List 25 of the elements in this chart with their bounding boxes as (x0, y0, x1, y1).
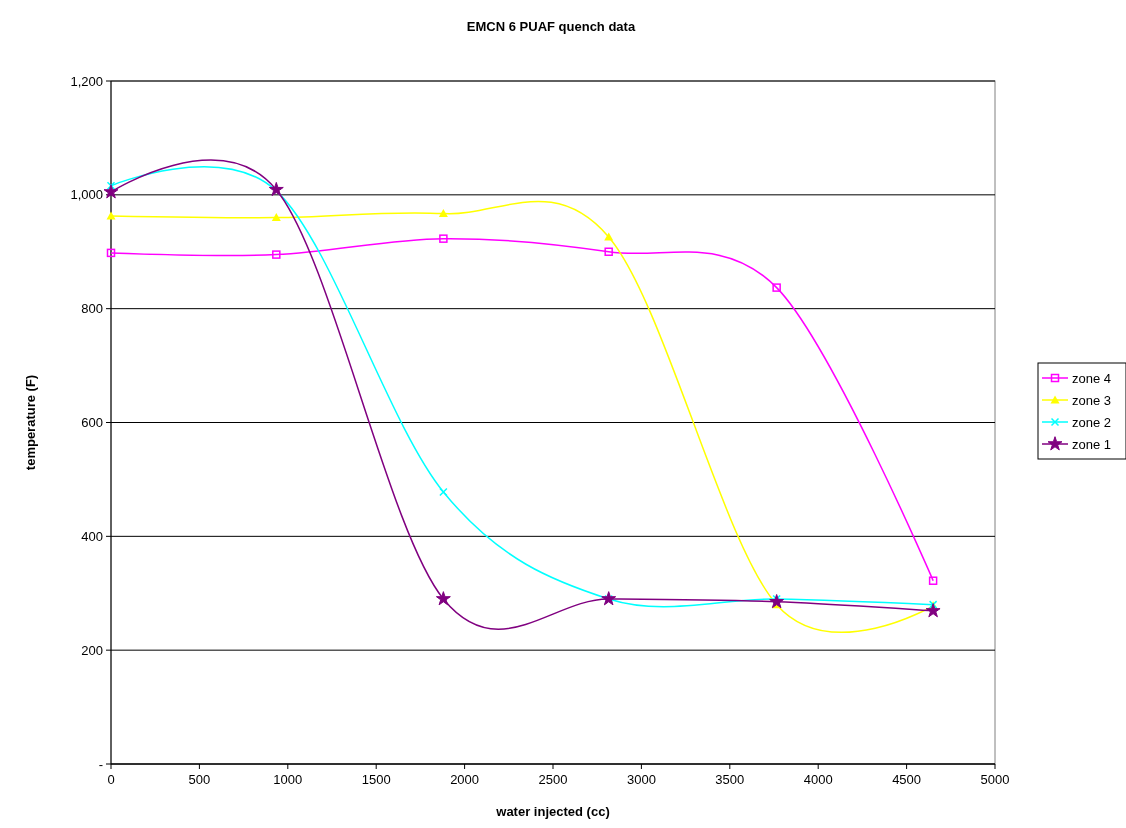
x-tick-label: 500 (188, 772, 211, 787)
legend-label: zone 4 (1072, 370, 1112, 386)
legend-label: zone 2 (1072, 414, 1112, 430)
x-tick-label: 0 (107, 772, 115, 787)
y-tick-label: 1,000 (70, 187, 103, 203)
x-tick-label: 4000 (803, 772, 833, 787)
y-tick-label: 800 (81, 301, 103, 317)
x-tick-label: 1500 (361, 772, 391, 787)
x-tick-label: 3000 (626, 772, 656, 787)
x-tick-label: 4500 (892, 772, 922, 787)
x-tick-label: 2500 (538, 772, 568, 787)
legend-label: zone 1 (1072, 436, 1112, 452)
y-tick-label: - (98, 756, 103, 772)
x-tick-label: 5000 (980, 772, 1010, 787)
y-tick-label: 400 (81, 528, 103, 544)
y-tick-label: 600 (81, 415, 103, 431)
x-axis-title: water injected (cc) (495, 804, 610, 819)
x-tick-label: 3500 (715, 772, 745, 787)
y-tick-label: 1,200 (70, 73, 103, 89)
chart-title: EMCN 6 PUAF quench data (466, 19, 636, 34)
x-tick-label: 2000 (450, 772, 480, 787)
y-axis-title: temperature (F) (23, 374, 38, 471)
legend-label: zone 3 (1072, 392, 1112, 408)
y-tick-label: 200 (81, 642, 103, 658)
x-tick-label: 1000 (273, 772, 303, 787)
